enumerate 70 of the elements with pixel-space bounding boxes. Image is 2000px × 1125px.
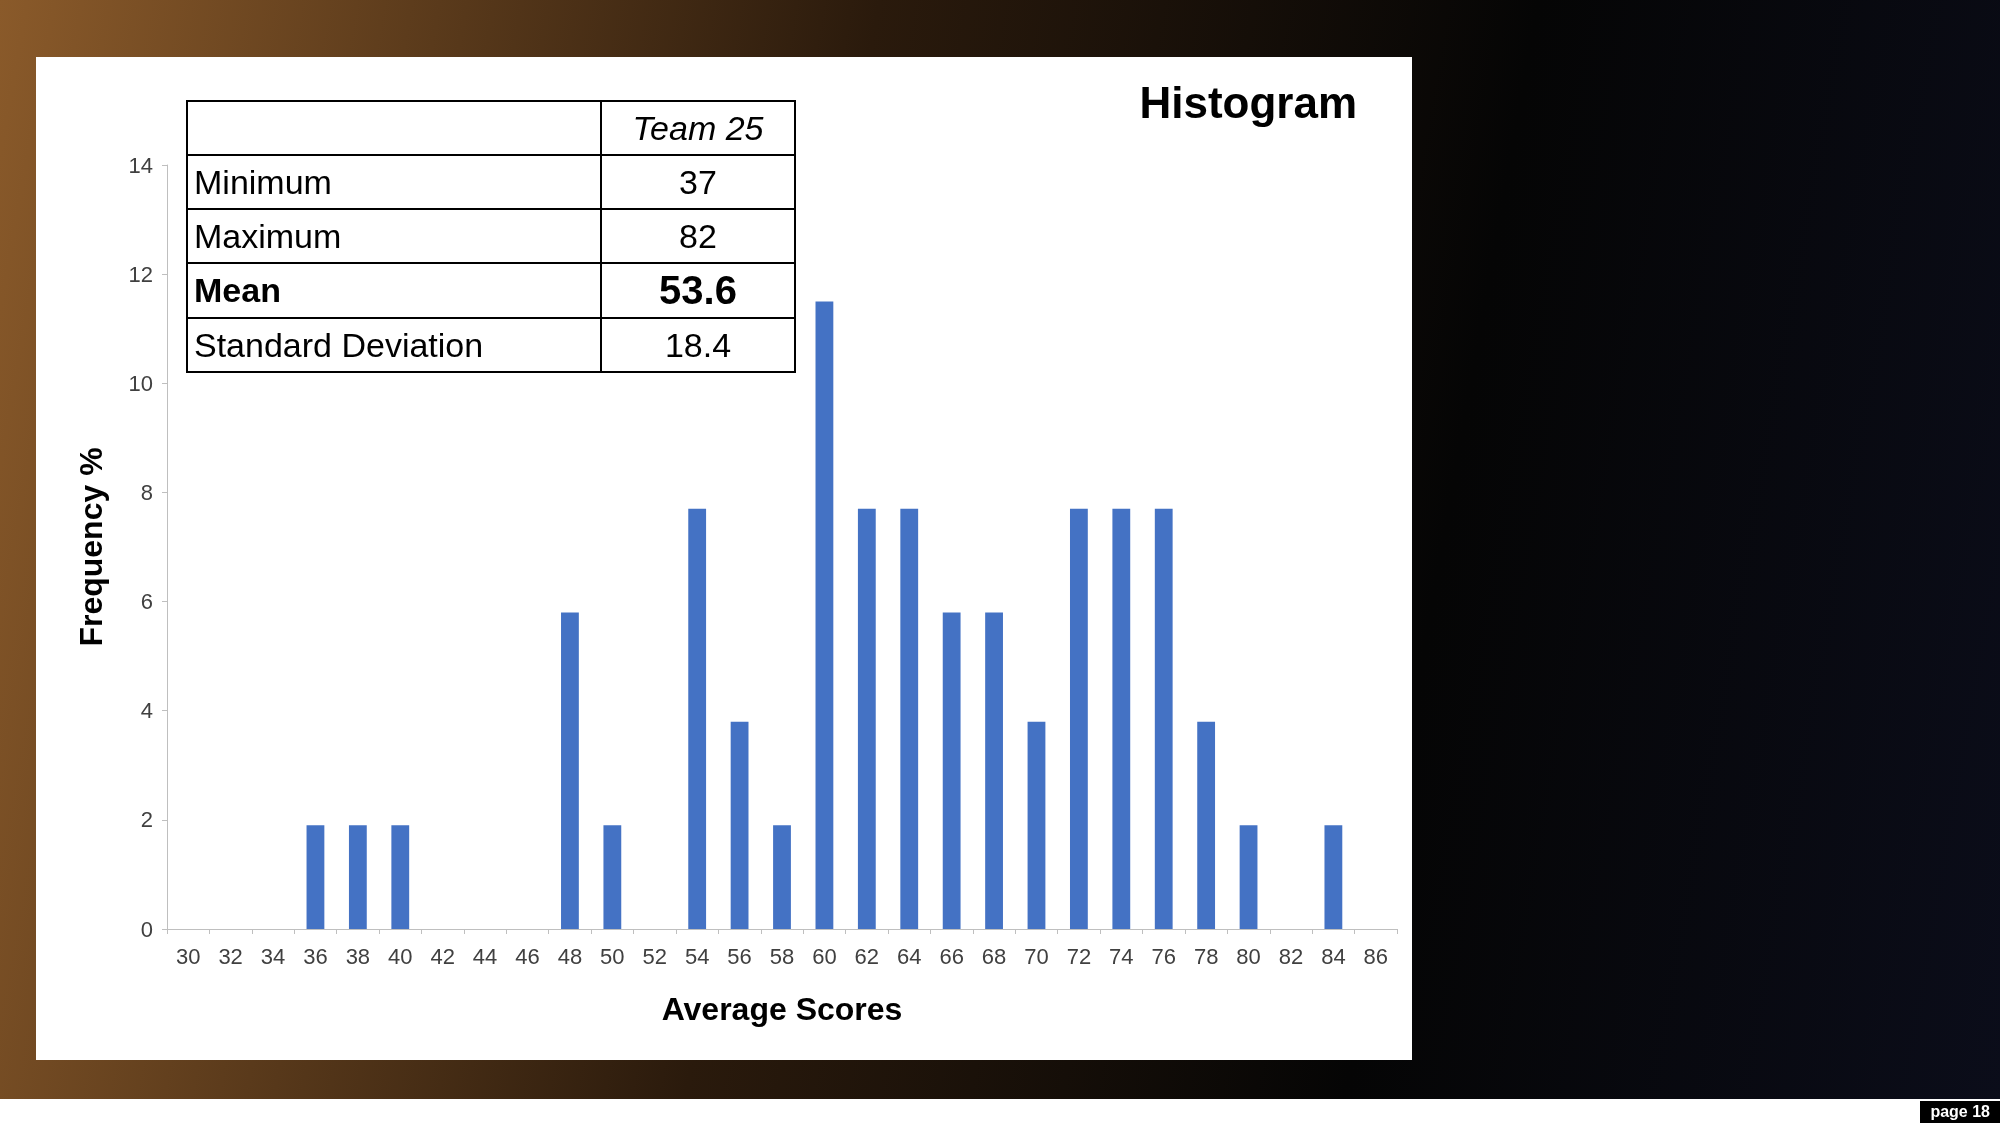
x-tick-label: 76 <box>1151 943 1176 969</box>
bar <box>1197 721 1216 929</box>
x-tick-label: 80 <box>1236 943 1261 969</box>
text: page 18 <box>1920 1101 2000 1123</box>
chart-title: Histogram <box>1139 77 1357 127</box>
annotation: Standard Deviation <box>187 318 601 372</box>
annotation: 18.4 <box>601 318 795 372</box>
x-tick-label: 62 <box>854 943 880 969</box>
annotation: 37 <box>601 155 795 209</box>
x-axis-title: Average Scores <box>661 991 903 1027</box>
bar <box>985 612 1003 929</box>
y-tick-label: 2 <box>140 807 153 833</box>
bar <box>306 825 325 929</box>
x-tick-label: 86 <box>1363 943 1389 969</box>
bar <box>391 825 410 929</box>
x-tick-label: 52 <box>642 943 667 969</box>
y-tick-label: 0 <box>140 916 153 942</box>
x-tick-label: 84 <box>1321 943 1346 969</box>
x-tick-label: 34 <box>260 943 286 969</box>
y-tick-label: 8 <box>140 479 153 505</box>
bar <box>942 612 961 929</box>
y-tick-label: 10 <box>128 370 153 396</box>
y-tick-label: 4 <box>140 698 153 724</box>
x-tick-label: 38 <box>345 943 371 969</box>
x-tick-label: 36 <box>303 943 328 969</box>
x-tick-label: 54 <box>684 943 710 969</box>
annotation: Maximum <box>187 209 601 263</box>
x-tick-label: 40 <box>388 943 413 969</box>
annotation: 82 <box>601 209 795 263</box>
x-tick-label: 56 <box>727 943 752 969</box>
x-tick-label: 42 <box>430 943 455 969</box>
bar <box>1324 825 1343 929</box>
bar <box>1239 825 1258 929</box>
bar <box>730 721 749 929</box>
x-tick-label: 78 <box>1193 943 1219 969</box>
bar <box>348 825 367 929</box>
bar <box>1154 508 1173 929</box>
bar <box>1069 508 1088 929</box>
bar <box>1112 508 1131 929</box>
y-axis-title: Frequency % <box>73 447 109 647</box>
x-tick-label: 30 <box>175 943 201 969</box>
x-tick-label: 70 <box>1024 943 1049 969</box>
x-tick-label: 48 <box>557 943 583 969</box>
y-tick-label: 6 <box>140 589 153 615</box>
x-tick-label: 32 <box>218 943 243 969</box>
bar <box>773 825 791 929</box>
annotation: 53.6 <box>601 263 795 318</box>
x-tick-label: 60 <box>812 943 837 969</box>
x-tick-label: 46 <box>515 943 540 969</box>
x-tick-label: 68 <box>981 943 1007 969</box>
annotation: Mean <box>187 263 601 318</box>
x-tick-label: 64 <box>897 943 922 969</box>
x-tick-label: 50 <box>600 943 625 969</box>
annotation: Minimum <box>187 155 601 209</box>
x-tick-label: 82 <box>1278 943 1304 969</box>
bar <box>688 508 707 929</box>
y-tick-label: 12 <box>128 261 153 287</box>
text: Team 25 <box>601 101 795 155</box>
x-tick-label: 44 <box>472 943 498 969</box>
bar <box>603 825 622 929</box>
y-tick-label: 14 <box>128 152 153 178</box>
bar <box>900 508 919 929</box>
x-tick-label: 66 <box>939 943 964 969</box>
x-tick-label: 74 <box>1109 943 1134 969</box>
x-tick-label: 72 <box>1066 943 1092 969</box>
bar <box>1027 721 1046 929</box>
bar <box>815 301 834 929</box>
bar <box>857 508 876 929</box>
bar <box>561 612 579 929</box>
x-tick-label: 58 <box>769 943 795 969</box>
